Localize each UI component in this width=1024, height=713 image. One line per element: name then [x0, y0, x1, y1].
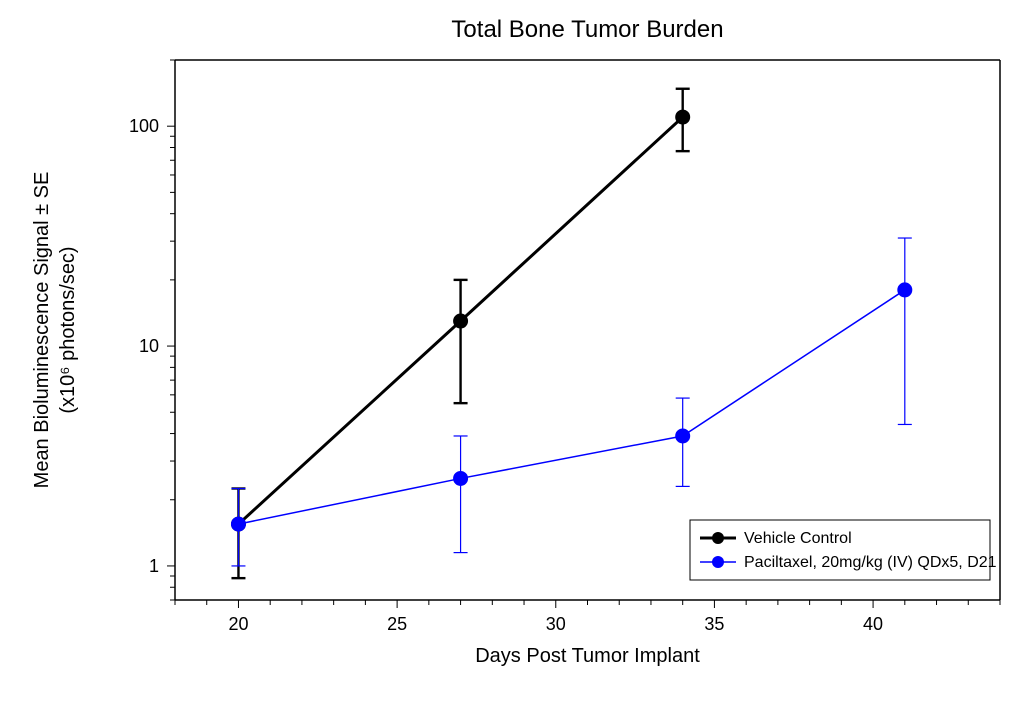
legend-label: Paciltaxel, 20mg/kg (IV) QDx5, D21: [744, 554, 997, 571]
y-tick-label: 1: [149, 556, 159, 576]
legend-box: [690, 520, 990, 580]
x-tick-label: 20: [228, 614, 248, 634]
chart-title: Total Bone Tumor Burden: [451, 16, 723, 43]
x-tick-label: 30: [546, 614, 566, 634]
chart-container: Total Bone Tumor Burden 20 25 30 35 40 Days Po…: [0, 0, 1024, 713]
data-point: [676, 429, 690, 443]
y-tick-label: 10: [139, 336, 159, 356]
x-tick-label: 40: [863, 614, 883, 634]
x-tick-label: 25: [387, 614, 407, 634]
data-point: [231, 517, 245, 531]
bone-tumor-chart: Total Bone Tumor Burden 20 25 30 35 40 Days Po…: [0, 0, 1024, 713]
legend-marker: [712, 532, 724, 544]
legend-marker: [712, 556, 724, 568]
svg-text:Mean Bioluminescence Signal ±: Mean Bioluminescence Signal ± SE: [31, 172, 53, 489]
data-point: [454, 471, 468, 485]
data-point: [676, 110, 690, 124]
data-point: [454, 314, 468, 328]
svg-text:(x10⁶ photons/sec): (x10⁶ photons/sec): [57, 246, 79, 413]
x-axis-label: Days Post Tumor Implant: [475, 645, 700, 667]
legend-label: Vehicle Control: [744, 530, 852, 547]
y-tick-label: 100: [129, 116, 159, 136]
data-point: [898, 283, 912, 297]
x-tick-label: 35: [704, 614, 724, 634]
